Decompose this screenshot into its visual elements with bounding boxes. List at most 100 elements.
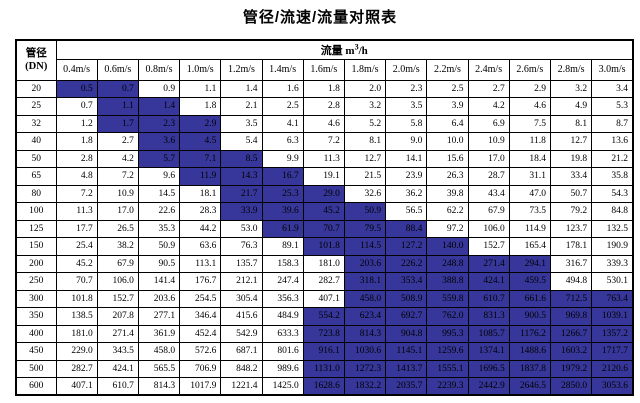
flow-cell: 530.1 — [591, 272, 634, 291]
flow-cell: 158.3 — [261, 254, 304, 273]
dn-cell: 150 — [15, 237, 57, 256]
table-row: 150 25.4 38.2 50.9 63.6 76.3 89.1 101.8 114.5 127… — [15, 237, 634, 256]
flow-cell-highlighted: 1979.2 — [549, 359, 593, 378]
flow-cell: 5.8 — [385, 114, 428, 133]
velocity-header: 2.6m/s — [508, 58, 551, 81]
flow-cell-highlighted: 25.3 — [261, 184, 304, 203]
page-title: 管径/流速/流量对照表 — [242, 9, 398, 26]
flow-cell: 1.4 — [220, 79, 263, 98]
flow-cell: 4.6 — [508, 97, 551, 116]
flow-cell-highlighted: 900.5 — [508, 307, 551, 326]
flow-cell: 1.8 — [179, 97, 222, 116]
flow-cell: 7.2 — [96, 167, 139, 186]
flow-cell-highlighted: 7.1 — [179, 149, 222, 168]
flow-cell-highlighted: 1717.7 — [591, 342, 634, 361]
flow-cell: 1.1 — [179, 79, 222, 98]
flow-cell-highlighted: 2442.9 — [467, 377, 510, 396]
flow-cell: 5.3 — [591, 97, 634, 116]
flow-cell-highlighted: 3053.6 — [591, 377, 634, 396]
flow-cell: 165.4 — [508, 237, 551, 256]
flow-cell: 254.5 — [179, 289, 222, 308]
flow-cell: 572.6 — [179, 342, 222, 361]
flow-cell-highlighted: 0.5 — [55, 79, 98, 98]
dn-cell: 100 — [15, 202, 57, 221]
flow-cell: 132.5 — [591, 219, 634, 238]
flow-cell: 282.7 — [55, 359, 98, 378]
flow-cell: 706.9 — [179, 359, 222, 378]
flow-cell-highlighted: 388.8 — [426, 272, 469, 291]
flow-cell-highlighted: 16.7 — [261, 167, 304, 186]
flow-cell: 848.2 — [220, 359, 263, 378]
velocity-header: 0.6m/s — [96, 58, 139, 81]
flow-cell: 18.1 — [179, 184, 222, 203]
flow-cell: 407.1 — [55, 377, 98, 396]
flow-cell: 12.7 — [343, 149, 387, 168]
flow-cell: 12.7 — [549, 132, 593, 151]
flow-cell: 610.7 — [96, 377, 139, 396]
velocity-header: 2.4m/s — [467, 58, 510, 81]
flow-cell: 814.3 — [137, 377, 181, 396]
flow-cell-highlighted: 248.8 — [426, 254, 469, 273]
flow-cell: 101.8 — [55, 289, 98, 308]
flow-header-unit: /h — [358, 44, 368, 57]
flow-cell-highlighted: 2850.0 — [549, 377, 593, 396]
flow-cell-highlighted: 39.6 — [261, 202, 304, 221]
flow-cell: 23.9 — [385, 167, 428, 186]
flow-cell: 2.0 — [343, 79, 387, 98]
velocity-header: 1.6m/s — [302, 58, 345, 81]
flow-cell: 2.1 — [220, 97, 263, 116]
velocity-header: 0.4m/s — [55, 58, 98, 81]
flow-cell: 113.1 — [179, 254, 222, 273]
flow-cell: 44.2 — [179, 219, 222, 238]
flow-cell-highlighted: 50.9 — [343, 202, 387, 221]
velocity-header: 0.8m/s — [137, 58, 181, 81]
flow-cell: 229.0 — [55, 342, 98, 361]
flow-cell: 123.7 — [549, 219, 593, 238]
dn-cell: 50 — [15, 149, 57, 168]
flow-cell-highlighted: 2.9 — [179, 114, 222, 133]
flow-cell: 1.2 — [55, 114, 98, 133]
flow-cell: 35.3 — [137, 219, 181, 238]
flow-cell: 346.4 — [179, 307, 222, 326]
velocity-header: 3.0m/s — [591, 58, 634, 81]
flow-cell: 18.4 — [508, 149, 551, 168]
flow-cell-highlighted: 226.2 — [385, 254, 428, 273]
flow-cell-highlighted: 101.8 — [302, 237, 345, 256]
flow-cell: 687.1 — [220, 342, 263, 361]
flow-cell-highlighted: 3.6 — [137, 132, 181, 151]
table-row: 80 7.2 10.9 14.5 18.1 21.7 25.3 29.0 32.6 36.2 39.… — [15, 184, 634, 203]
flow-cell: 106.0 — [96, 272, 139, 291]
table-row: 40 1.8 2.7 3.6 4.5 5.4 6.3 7.2 8.1 9.0 10.0 10.9 11.… — [15, 132, 634, 151]
flow-cell-highlighted: 79.5 — [343, 219, 387, 238]
flow-cell: 39.8 — [426, 184, 469, 203]
flow-cell: 31.1 — [508, 167, 551, 186]
flow-cell-highlighted: 831.3 — [467, 307, 510, 326]
flow-cell: 277.1 — [137, 307, 181, 326]
dn-cell: 200 — [15, 254, 57, 273]
flow-cell-highlighted: 1628.6 — [302, 377, 345, 396]
flow-cell-highlighted: 1176.2 — [508, 324, 551, 343]
table-row: 125 17.7 26.5 35.3 44.2 53.0 61.9 70.7 79.5 88.4 9… — [15, 219, 634, 238]
flow-cell: 458.0 — [137, 342, 181, 361]
flow-cell: 70.7 — [55, 272, 98, 291]
velocity-header: 1.8m/s — [343, 58, 387, 81]
flow-cell: 0.7 — [55, 97, 98, 116]
flow-cell: 67.9 — [467, 202, 510, 221]
flow-cell-highlighted: 4.5 — [179, 132, 222, 151]
flow-cell-highlighted: 2646.5 — [508, 377, 551, 396]
header-row-flow: 管径 (DN) 流量 m3/h — [15, 39, 634, 81]
flow-cell-highlighted: 318.1 — [343, 272, 387, 291]
flow-cell: 4.8 — [55, 167, 98, 186]
table-row: 65 4.8 7.2 9.6 11.9 14.3 16.7 19.1 21.5 23.9 26.3 2… — [15, 167, 634, 186]
flow-cell: 3.2 — [549, 79, 593, 98]
flow-cell: 989.6 — [261, 359, 304, 378]
flow-cell: 4.6 — [302, 114, 345, 133]
flow-cell-highlighted: 1488.6 — [508, 342, 551, 361]
pipe-diameter-unit: (DN) — [25, 61, 48, 73]
flow-cell: 19.8 — [549, 149, 593, 168]
table-row: 350 138.5 207.8 277.1 346.4 415.6 484.9 554.2 62… — [15, 307, 634, 326]
flow-cell: 5.4 — [220, 132, 263, 151]
flow-cell: 17.0 — [96, 202, 139, 221]
flow-cell-highlighted: 271.4 — [467, 254, 510, 273]
